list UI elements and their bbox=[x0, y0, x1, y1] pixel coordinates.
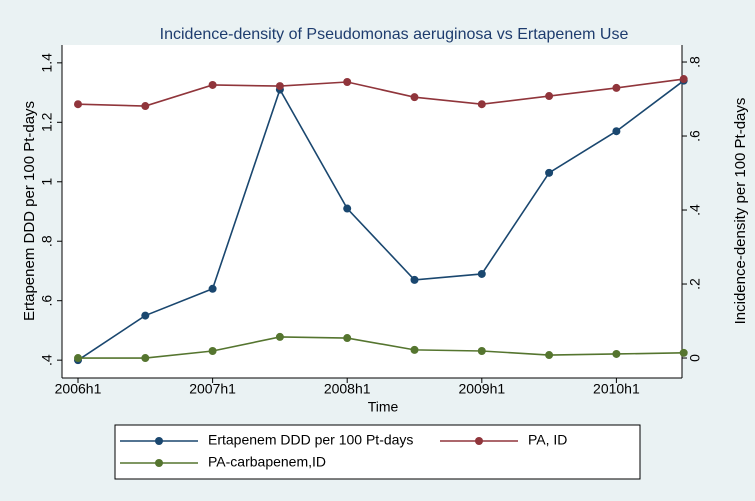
series-line bbox=[77, 78, 684, 107]
data-point bbox=[545, 351, 554, 360]
y2-tick-label: .4 bbox=[687, 204, 703, 216]
y2-axis-title: Incidence-density per 100 Pt-days bbox=[732, 98, 749, 325]
data-point bbox=[410, 275, 419, 284]
y-tick-label: 1.4 bbox=[39, 53, 55, 73]
legend-label: Ertapenem DDD per 100 Pt-days bbox=[208, 432, 413, 448]
data-point bbox=[410, 93, 419, 102]
x-axis-title: Time bbox=[368, 399, 399, 415]
data-point bbox=[74, 100, 82, 109]
x-tick-label: 2007h1 bbox=[189, 381, 236, 397]
data-point bbox=[477, 346, 486, 355]
x-tick-label: 2008h1 bbox=[324, 381, 371, 397]
series-line bbox=[78, 336, 684, 359]
legend bbox=[114, 424, 641, 480]
chart-title: Incidence-density of Pseudomonas aerugin… bbox=[160, 26, 629, 43]
data-point bbox=[679, 75, 688, 84]
y-tick-label: .8 bbox=[39, 235, 55, 247]
x-tick-label: 2010h1 bbox=[593, 381, 640, 397]
data-point bbox=[477, 100, 486, 109]
legend-marker bbox=[155, 437, 163, 445]
data-point bbox=[74, 354, 82, 363]
data-point bbox=[343, 78, 352, 86]
data-point bbox=[545, 168, 554, 177]
data-point bbox=[545, 92, 554, 101]
legend-marker bbox=[155, 459, 163, 467]
data-point bbox=[141, 354, 150, 363]
y2-tick-label: 0 bbox=[687, 354, 703, 362]
plot-area bbox=[62, 45, 682, 378]
y-tick-label: 1.2 bbox=[39, 112, 55, 132]
data-point bbox=[343, 334, 352, 343]
data-point bbox=[275, 82, 284, 91]
data-point bbox=[612, 127, 621, 136]
x-tick-label: 2009h1 bbox=[458, 381, 505, 397]
y2-tick-label: .6 bbox=[687, 130, 703, 142]
x-tick-label: 2006h1 bbox=[55, 381, 102, 397]
data-point bbox=[141, 311, 150, 320]
y-tick-label: 1 bbox=[39, 178, 55, 186]
data-point bbox=[679, 348, 688, 357]
series-line bbox=[77, 80, 685, 361]
data-point bbox=[275, 332, 284, 341]
data-point bbox=[208, 346, 217, 355]
data-point bbox=[208, 284, 217, 293]
data-point bbox=[612, 83, 621, 92]
legend-label: PA-carbapenem,ID bbox=[208, 454, 326, 470]
data-point bbox=[477, 269, 486, 278]
legend-label: PA, ID bbox=[528, 432, 567, 448]
data-point bbox=[410, 345, 419, 354]
data-point bbox=[141, 102, 150, 111]
data-point bbox=[208, 80, 217, 89]
legend-marker bbox=[475, 437, 483, 445]
data-point bbox=[612, 349, 621, 358]
data-point bbox=[343, 204, 352, 213]
y-axis-title: Ertapenem DDD per 100 Pt-days bbox=[21, 101, 38, 321]
y-tick-label: .6 bbox=[39, 295, 55, 307]
y-tick-label: .4 bbox=[39, 354, 55, 366]
y2-tick-label: .2 bbox=[687, 278, 703, 290]
y2-tick-label: .8 bbox=[687, 56, 703, 68]
